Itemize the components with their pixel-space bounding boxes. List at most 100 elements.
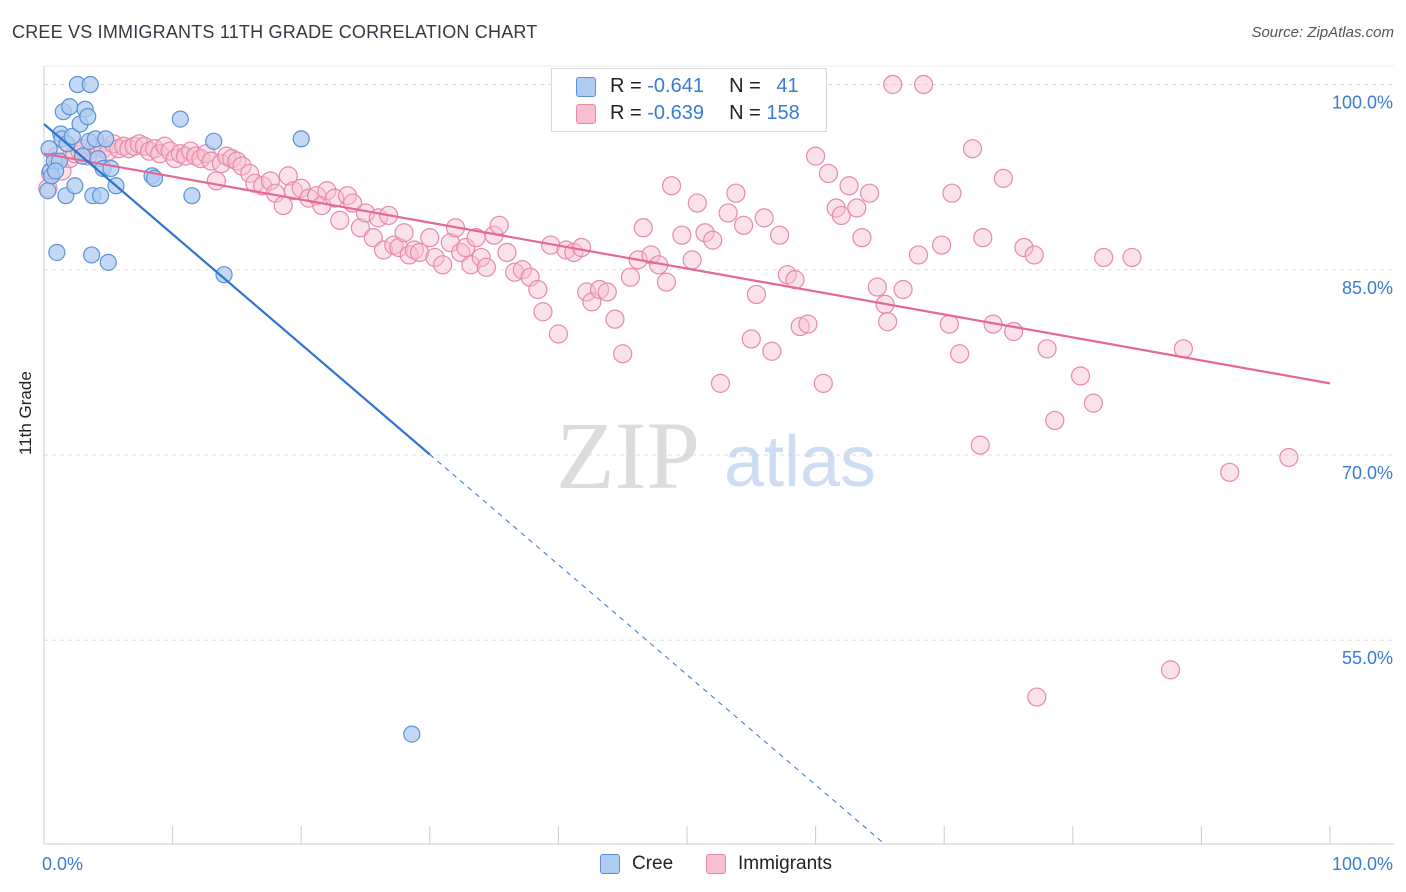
immigrants-point (883, 74, 903, 95)
immigrants-point (440, 232, 460, 253)
immigrants-point (790, 316, 810, 337)
stats-legend: R = -0.641 N = 41 R = -0.639 N = 158 (551, 68, 827, 132)
cree-point (66, 177, 84, 195)
cree-point (61, 98, 79, 116)
immigrants-point (1279, 447, 1299, 468)
cree-point (81, 75, 99, 94)
immigrants-point (798, 314, 818, 334)
immigrants-point (114, 136, 134, 156)
immigrants-point (278, 166, 298, 186)
cree-point (48, 243, 66, 262)
cree-points (39, 75, 421, 743)
immigrants-point (695, 223, 715, 243)
immigrants-point (404, 240, 424, 260)
immigrants-point (718, 203, 738, 223)
r-label: R = (610, 75, 648, 97)
r-label: R = (610, 102, 648, 124)
cree-point (91, 187, 110, 205)
immigrants-point (1070, 366, 1091, 386)
immigrants-point (661, 176, 682, 196)
immigrants-point (108, 139, 129, 159)
immigrants-point (291, 178, 311, 198)
r-value: -0.639 (647, 102, 704, 124)
immigrants-point (461, 255, 481, 275)
y-tick-label: 85.0% (1342, 278, 1393, 298)
immigrants-point (1083, 393, 1103, 413)
cree-point (79, 108, 97, 126)
immigrants-point (330, 210, 350, 230)
immigrants-point (813, 373, 833, 393)
immigrants-point (908, 245, 929, 265)
immigrants-point (962, 139, 983, 159)
cree-point (205, 132, 223, 150)
immigrants-point (489, 215, 509, 235)
immigrants-point (970, 435, 990, 455)
chart-source: Source: ZipAtlas.com (1251, 24, 1394, 41)
immigrants-points (38, 74, 1299, 707)
immigrants-point (512, 260, 532, 280)
immigrants-point (878, 312, 898, 332)
immigrants-point (1045, 410, 1065, 431)
cree-point (171, 110, 189, 128)
immigrants-point (384, 235, 404, 255)
x-tick-label: 100.0% (1332, 854, 1393, 874)
immigrants-point (363, 228, 383, 248)
cree-point (292, 130, 310, 148)
immigrants-point (867, 277, 887, 297)
immigrants-point (852, 228, 872, 248)
immigrants-point (283, 181, 304, 201)
immigrants-point (409, 242, 430, 263)
y-axis-label: 11th Grade (16, 371, 35, 455)
cree-point (97, 130, 115, 148)
cree-point (46, 162, 65, 180)
immigrants-point (597, 282, 617, 302)
immigrants-point (1122, 247, 1142, 268)
immigrants-point (950, 344, 970, 364)
immigrants-point (805, 146, 826, 166)
immigrants-point (222, 149, 242, 169)
n-value: 158 (766, 102, 800, 124)
watermark-zip: ZIP (556, 402, 700, 509)
n-value: 41 (776, 75, 799, 97)
immigrants-point (769, 225, 790, 245)
immigrants-point (682, 250, 702, 270)
immigrants-point (589, 279, 610, 300)
immigrants-point (471, 247, 491, 268)
immigrants-point (839, 176, 859, 196)
immigrants-point (528, 279, 548, 300)
immigrants-point (456, 237, 476, 258)
immigrants-point (914, 74, 934, 95)
x-tick-label: 0.0% (42, 854, 83, 874)
immigrants-point (605, 309, 625, 329)
tick-labels: 100.0% 85.0% 70.0% 55.0% 0.0% 100.0% (42, 93, 1393, 874)
immigrants-point (710, 373, 731, 393)
immigrants-point (939, 314, 959, 334)
immigrants-point (497, 242, 517, 263)
immigrants-swatch (576, 104, 596, 124)
y-tick-label: 70.0% (1342, 463, 1393, 483)
immigrants-point (613, 344, 633, 364)
immigrants-point (754, 208, 774, 228)
immigrants-point (860, 183, 880, 203)
y-tick-label: 100.0% (1332, 93, 1393, 113)
immigrants-point (831, 205, 851, 226)
immigrants-point (373, 240, 394, 260)
immigrants-point (1014, 237, 1034, 258)
immigrants-point (932, 235, 952, 255)
immigrants-point (1037, 339, 1057, 359)
watermark: ZIP atlas (556, 402, 876, 509)
immigrants-point (317, 181, 337, 201)
immigrants-point (687, 193, 707, 213)
immigrants-point (672, 225, 692, 245)
immigrants-point (548, 324, 569, 344)
immigrants-point (641, 245, 661, 265)
immigrants-point (973, 228, 993, 248)
immigrants-point (993, 168, 1013, 188)
trend-lines (43, 123, 1331, 845)
immigrants-point (620, 267, 641, 287)
immigrants-point (350, 218, 370, 238)
cree-swatch (600, 854, 620, 874)
immigrants-point (893, 279, 913, 300)
cree-point (99, 253, 117, 271)
